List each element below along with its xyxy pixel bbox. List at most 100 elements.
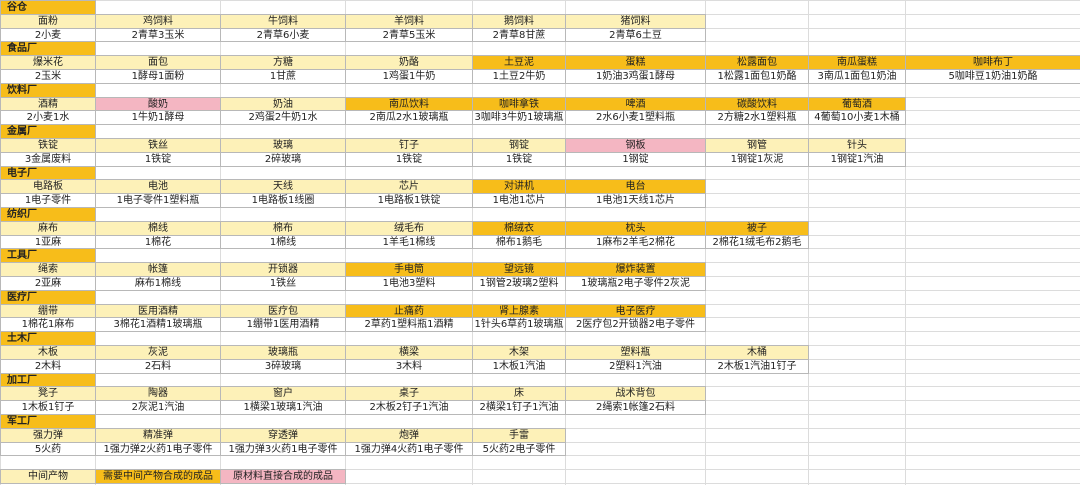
item-recipe: 1松露1面包1奶酪 xyxy=(705,69,809,84)
item-name: 玻璃瓶 xyxy=(220,345,346,360)
legend-item: 原材料直接合成的成品 xyxy=(220,469,346,484)
item-recipe: 4葡萄10小麦1木桶 xyxy=(808,110,906,125)
item-recipe: 1强力弹3火药1电子零件 xyxy=(220,442,346,456)
item-name: 面包 xyxy=(95,55,221,70)
item-name: 帐篷 xyxy=(95,262,221,277)
item-recipe: 1亚麻 xyxy=(0,235,96,249)
section-title: 电子厂 xyxy=(0,166,96,180)
item-name: 开锁器 xyxy=(220,262,346,277)
item-name: 蛋糕 xyxy=(565,55,706,70)
item-recipe: 2石料 xyxy=(95,359,221,374)
section-title: 土木厂 xyxy=(0,331,96,346)
item-name: 塑料瓶 xyxy=(565,345,706,360)
item-name: 方糖 xyxy=(220,55,346,70)
item-name: 肾上腺素 xyxy=(472,304,566,318)
item-recipe: 3咖啡3牛奶1玻璃瓶 xyxy=(472,110,566,125)
grid-line xyxy=(0,469,1080,470)
item-recipe: 1奶油3鸡蛋1酵母 xyxy=(565,69,706,84)
item-recipe: 1甘蔗 xyxy=(220,69,346,84)
item-name: 铁丝 xyxy=(95,138,221,153)
item-name: 松露面包 xyxy=(705,55,809,70)
section-title: 加工厂 xyxy=(0,373,96,387)
item-recipe: 1棉花 xyxy=(95,235,221,249)
item-name: 酸奶 xyxy=(95,97,221,111)
item-recipe: 5火药2电子零件 xyxy=(472,442,566,456)
item-name: 猪饲料 xyxy=(565,14,706,29)
item-recipe: 棉布1鹅毛 xyxy=(472,235,566,249)
item-recipe: 1钢锭1灰泥 xyxy=(705,152,809,167)
item-name: 碳酸饮料 xyxy=(705,97,809,111)
item-name: 南瓜饮料 xyxy=(345,97,473,111)
item-recipe: 3木料 xyxy=(345,359,473,374)
item-name: 棉绒衣 xyxy=(472,221,566,236)
item-recipe: 1铁锭 xyxy=(95,152,221,167)
item-recipe: 2医疗包2开锁器2电子零件 xyxy=(565,317,706,332)
item-recipe: 2青草8甘蔗 xyxy=(472,28,566,42)
item-recipe: 1电池3塑料 xyxy=(345,276,473,291)
section-title: 金属厂 xyxy=(0,124,96,139)
item-recipe: 1玻璃瓶2电子零件2灰泥 xyxy=(565,276,706,291)
item-name: 手雷 xyxy=(472,428,566,443)
item-name: 战术背包 xyxy=(565,386,706,401)
item-recipe: 2小麦1水 xyxy=(0,110,96,125)
legend-item: 需要中间产物合成的成品 xyxy=(95,469,221,484)
grid-line xyxy=(0,0,1080,1)
item-recipe: 2鸡蛋2牛奶1水 xyxy=(220,110,346,125)
legend-item: 中间产物 xyxy=(0,469,96,484)
grid-line xyxy=(905,0,906,485)
item-name: 床 xyxy=(472,386,566,401)
item-name: 木架 xyxy=(472,345,566,360)
item-name: 对讲机 xyxy=(472,179,566,194)
item-name: 强力弹 xyxy=(0,428,96,443)
item-recipe: 1土豆2牛奶 xyxy=(472,69,566,84)
section-title: 军工厂 xyxy=(0,414,96,429)
item-name: 土豆泥 xyxy=(472,55,566,70)
item-name: 酒精 xyxy=(0,97,96,111)
grid-line xyxy=(0,483,1080,484)
item-recipe: 2青草6小麦 xyxy=(220,28,346,42)
item-name: 桌子 xyxy=(345,386,473,401)
item-name: 棉布 xyxy=(220,221,346,236)
item-name: 电路板 xyxy=(0,179,96,194)
item-name: 电池 xyxy=(95,179,221,194)
item-recipe: 1木板1钉子 xyxy=(0,400,96,415)
item-recipe: 2棉花1绒毛布2鹅毛 xyxy=(705,235,809,249)
item-recipe: 1铁丝 xyxy=(220,276,346,291)
item-recipe: 5咖啡豆1奶油1奶酪 xyxy=(905,69,1080,84)
item-name: 绒毛布 xyxy=(345,221,473,236)
item-recipe: 2灰泥1汽油 xyxy=(95,400,221,415)
item-recipe: 1横梁1玻璃1汽油 xyxy=(220,400,346,415)
item-name: 南瓜蛋糕 xyxy=(808,55,906,70)
item-name: 面粉 xyxy=(0,14,96,29)
item-recipe: 2水6小麦1塑料瓶 xyxy=(565,110,706,125)
item-recipe: 1鸡蛋1牛奶 xyxy=(345,69,473,84)
item-recipe: 1钢锭 xyxy=(565,152,706,167)
item-recipe: 麻布1棉线 xyxy=(95,276,221,291)
item-recipe: 1电池1芯片 xyxy=(472,193,566,208)
item-recipe: 1麻布2羊毛2棉花 xyxy=(565,235,706,249)
item-recipe: 1电池1天线1芯片 xyxy=(565,193,706,208)
item-name: 医用酒精 xyxy=(95,304,221,318)
item-recipe: 1羊毛1棉线 xyxy=(345,235,473,249)
item-name: 木桶 xyxy=(705,345,809,360)
item-recipe: 1棉线 xyxy=(220,235,346,249)
item-name: 奶油 xyxy=(220,97,346,111)
item-name: 窗户 xyxy=(220,386,346,401)
item-name: 天线 xyxy=(220,179,346,194)
item-recipe: 1酵母1面粉 xyxy=(95,69,221,84)
item-recipe: 2碎玻璃 xyxy=(220,152,346,167)
item-recipe: 3南瓜1面包1奶油 xyxy=(808,69,906,84)
item-recipe: 2青草5玉米 xyxy=(345,28,473,42)
item-name: 陶器 xyxy=(95,386,221,401)
item-recipe: 2木板1汽油1钉子 xyxy=(705,359,809,374)
item-name: 鸡饲料 xyxy=(95,14,221,29)
item-recipe: 2横梁1钉子1汽油 xyxy=(472,400,566,415)
item-name: 望远镜 xyxy=(472,262,566,277)
section-title: 食品厂 xyxy=(0,41,96,56)
item-name: 止痛药 xyxy=(345,304,473,318)
item-recipe: 2玉米 xyxy=(0,69,96,84)
item-recipe: 1针头6草药1玻璃瓶 xyxy=(472,317,566,332)
item-recipe: 1铁锭 xyxy=(345,152,473,167)
item-name: 铁锭 xyxy=(0,138,96,153)
item-name: 钢管 xyxy=(705,138,809,153)
